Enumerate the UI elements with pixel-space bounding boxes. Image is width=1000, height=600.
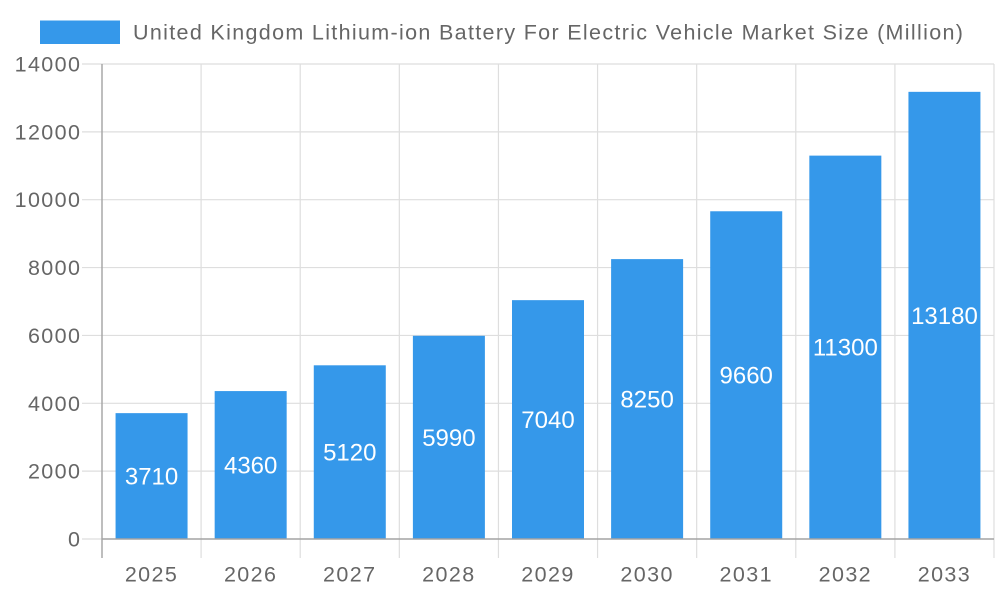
svg-text:10000: 10000 <box>15 188 82 212</box>
svg-text:2033: 2033 <box>918 562 971 586</box>
svg-text:8250: 8250 <box>620 387 673 414</box>
svg-text:5120: 5120 <box>323 440 376 467</box>
svg-text:12000: 12000 <box>15 120 82 144</box>
svg-text:2031: 2031 <box>720 562 773 586</box>
svg-text:United Kingdom Lithium-ion Bat: United Kingdom Lithium-ion Battery For E… <box>133 21 964 45</box>
svg-text:2027: 2027 <box>323 562 376 586</box>
svg-text:9660: 9660 <box>720 363 773 390</box>
svg-text:0: 0 <box>68 528 81 552</box>
svg-text:2028: 2028 <box>422 562 475 586</box>
svg-text:3710: 3710 <box>125 464 178 491</box>
svg-text:13180: 13180 <box>911 303 978 330</box>
svg-text:2000: 2000 <box>28 460 81 484</box>
svg-text:2026: 2026 <box>224 562 277 586</box>
svg-text:2025: 2025 <box>125 562 178 586</box>
svg-text:4000: 4000 <box>28 392 81 416</box>
svg-text:6000: 6000 <box>28 324 81 348</box>
svg-text:11300: 11300 <box>813 335 878 362</box>
svg-text:5990: 5990 <box>422 425 475 452</box>
svg-text:2029: 2029 <box>521 562 574 586</box>
svg-text:14000: 14000 <box>15 53 82 77</box>
svg-text:7040: 7040 <box>521 407 574 434</box>
svg-text:8000: 8000 <box>28 256 81 280</box>
svg-text:2032: 2032 <box>819 562 872 586</box>
svg-text:4360: 4360 <box>224 453 277 480</box>
svg-text:2030: 2030 <box>620 562 673 586</box>
